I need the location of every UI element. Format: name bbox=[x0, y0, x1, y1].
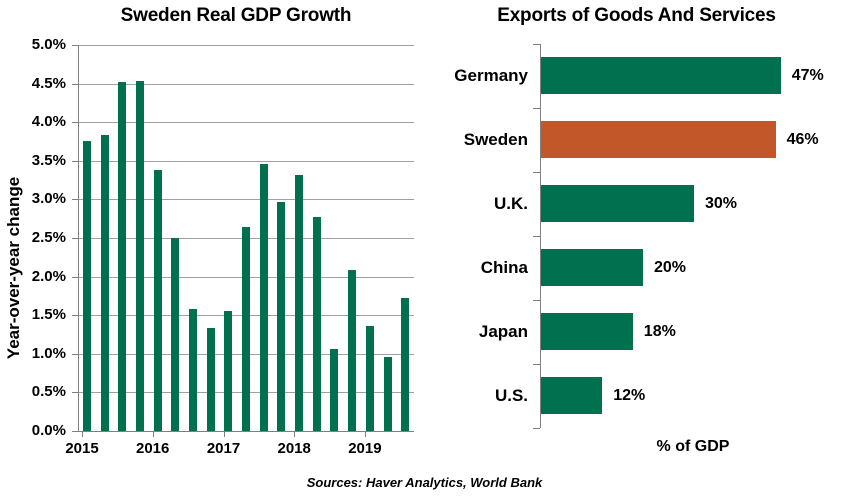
export-category-label: U.K. bbox=[494, 194, 528, 213]
y-axis-tick bbox=[72, 353, 78, 355]
export-category-label: Japan bbox=[478, 322, 528, 341]
exports-chart: Exports of Goods And Services Germany 47%… bbox=[424, 0, 849, 470]
export-category-label: Germany bbox=[454, 66, 528, 85]
x-year-label: 2017 bbox=[206, 440, 241, 457]
gdp-bar bbox=[383, 356, 392, 431]
gdp-bar bbox=[100, 135, 109, 431]
y-axis-tick bbox=[72, 431, 78, 432]
y-tick-label: 4.0% bbox=[31, 113, 66, 131]
y-gridline bbox=[78, 431, 414, 432]
export-bar bbox=[541, 185, 694, 222]
gdp-bar bbox=[401, 298, 410, 431]
export-bar bbox=[541, 249, 643, 286]
export-value-label: 20% bbox=[654, 259, 687, 276]
gdp-bar bbox=[312, 217, 321, 431]
gdp-bar bbox=[277, 201, 286, 431]
gdp-bar bbox=[365, 326, 374, 431]
y-axis-tick bbox=[72, 199, 78, 201]
category-axis-tick bbox=[533, 300, 540, 301]
y-axis-tick bbox=[72, 392, 78, 394]
y-tick-label: 0.5% bbox=[31, 383, 66, 401]
x-year-label: 2015 bbox=[65, 440, 99, 457]
export-bar bbox=[541, 57, 781, 94]
y-gridline bbox=[78, 122, 414, 124]
category-axis-tick bbox=[533, 428, 540, 429]
gdp-bar bbox=[295, 174, 304, 431]
gdp-bar bbox=[259, 163, 268, 431]
category-axis-tick bbox=[533, 172, 540, 173]
gdp-bar bbox=[330, 349, 339, 431]
gdp-growth-chart: Sweden Real GDP Growth Year-over-year ch… bbox=[0, 0, 424, 470]
gdp-bar bbox=[135, 81, 144, 431]
export-bar bbox=[541, 313, 633, 350]
x-year-tick bbox=[364, 431, 366, 437]
y-axis-tick bbox=[72, 315, 78, 317]
x-year-label: 2019 bbox=[348, 440, 382, 457]
y-axis-tick bbox=[72, 122, 78, 124]
category-axis-tick bbox=[533, 108, 540, 109]
y-axis-tick bbox=[72, 83, 78, 85]
exports-x-axis-caption: % of GDP bbox=[656, 438, 730, 455]
category-axis-line bbox=[540, 44, 541, 428]
x-year-tick bbox=[294, 431, 296, 437]
y-tick-label: 2.5% bbox=[31, 229, 66, 246]
gdp-bar bbox=[82, 140, 91, 431]
y-axis-tick bbox=[72, 276, 78, 278]
export-category-label: Sweden bbox=[463, 130, 528, 149]
gdp-chart-title: Sweden Real GDP Growth bbox=[120, 5, 352, 26]
x-year-label: 2016 bbox=[136, 440, 170, 457]
gdp-bar bbox=[348, 269, 357, 431]
gdp-bar bbox=[242, 227, 250, 431]
gdp-bar bbox=[118, 82, 127, 431]
gdp-bar bbox=[224, 311, 233, 431]
y-axis-tick bbox=[72, 45, 78, 46]
gdp-bar bbox=[153, 170, 162, 431]
y-tick-label: 4.5% bbox=[31, 74, 66, 92]
y-tick-label: 3.0% bbox=[31, 190, 66, 208]
source-note: Sources: Haver Analytics, World Bank bbox=[306, 475, 543, 490]
category-axis-tick bbox=[533, 364, 540, 365]
y-axis-line bbox=[78, 45, 79, 431]
gdp-plot-area: 0.0% 0.5% 1.0% 1.5% 2.0% 2.5% 3.0% 3.5% 4.0% 4.5%… bbox=[0, 0, 424, 470]
gdp-bar bbox=[206, 327, 215, 431]
y-axis-tick bbox=[72, 238, 78, 239]
export-value-label: 18% bbox=[643, 323, 676, 340]
y-gridline bbox=[78, 83, 414, 85]
x-year-tick bbox=[223, 431, 225, 437]
exports-plot-area: Germany 47% Sweden 46% U.K. 30% China 20% Japan 1… bbox=[424, 0, 849, 470]
category-axis-tick bbox=[533, 236, 540, 237]
x-year-label: 2018 bbox=[277, 440, 311, 457]
export-value-label: 30% bbox=[705, 195, 738, 212]
y-gridline bbox=[78, 199, 414, 201]
category-axis-tick bbox=[533, 44, 540, 45]
y-tick-label: 5.0% bbox=[31, 36, 66, 53]
export-bar bbox=[541, 121, 776, 158]
export-value-label: 12% bbox=[613, 387, 646, 404]
export-value-label: 46% bbox=[786, 131, 819, 148]
y-gridline bbox=[78, 45, 414, 46]
y-gridline bbox=[78, 160, 414, 162]
gdp-bar bbox=[188, 309, 197, 431]
y-tick-label: 0.0% bbox=[31, 422, 66, 439]
export-category-label: China bbox=[480, 258, 528, 277]
x-year-tick bbox=[152, 431, 154, 437]
y-axis-tick bbox=[72, 160, 78, 162]
export-value-label: 47% bbox=[791, 67, 824, 84]
export-bar bbox=[541, 377, 603, 414]
y-tick-label: 2.0% bbox=[31, 267, 66, 285]
y-tick-label: 1.0% bbox=[31, 344, 66, 362]
exports-chart-title: Exports of Goods And Services bbox=[497, 5, 776, 26]
export-category-label: U.S. bbox=[494, 386, 528, 405]
y-tick-label: 1.5% bbox=[31, 306, 66, 324]
gdp-bar bbox=[171, 238, 180, 431]
x-year-tick bbox=[82, 431, 83, 437]
y-tick-label: 3.5% bbox=[31, 151, 66, 169]
